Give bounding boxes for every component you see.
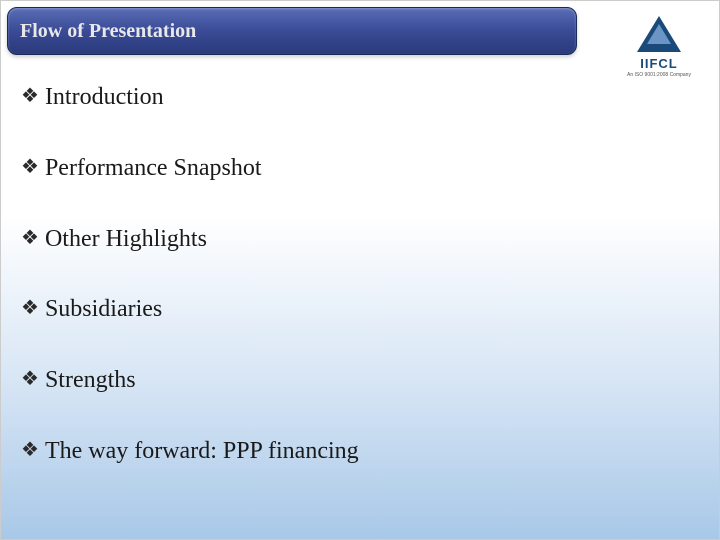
list-item: ❖ Other Highlights — [21, 225, 699, 254]
diamond-bullet-icon: ❖ — [21, 366, 39, 392]
slide-title: Flow of Presentation — [20, 20, 196, 43]
logo-subtext: An ISO 9001:2008 Company — [627, 72, 691, 78]
bullet-text: Subsidiaries — [45, 295, 162, 324]
list-item: ❖ Performance Snapshot — [21, 154, 699, 183]
bullet-text: The way forward: PPP financing — [45, 437, 359, 466]
diamond-bullet-icon: ❖ — [21, 83, 39, 109]
diamond-bullet-icon: ❖ — [21, 225, 39, 251]
list-item: ❖ Introduction — [21, 83, 699, 112]
diamond-bullet-icon: ❖ — [21, 295, 39, 321]
bullet-text: Introduction — [45, 83, 164, 112]
list-item: ❖ Strengths — [21, 366, 699, 395]
title-header-bar: Flow of Presentation — [7, 7, 577, 55]
list-item: ❖ The way forward: PPP financing — [21, 437, 699, 466]
diamond-bullet-icon: ❖ — [21, 154, 39, 180]
list-item: ❖ Subsidiaries — [21, 295, 699, 324]
company-logo: IIFCL An ISO 9001:2008 Company — [609, 7, 709, 87]
logo-triangle-icon — [637, 16, 681, 52]
bullet-text: Performance Snapshot — [45, 154, 262, 183]
bullet-text: Other Highlights — [45, 225, 207, 254]
logo-text: IIFCL — [640, 56, 678, 71]
diamond-bullet-icon: ❖ — [21, 437, 39, 463]
bullet-text: Strengths — [45, 366, 136, 395]
bullet-list: ❖ Introduction ❖ Performance Snapshot ❖ … — [1, 55, 719, 528]
